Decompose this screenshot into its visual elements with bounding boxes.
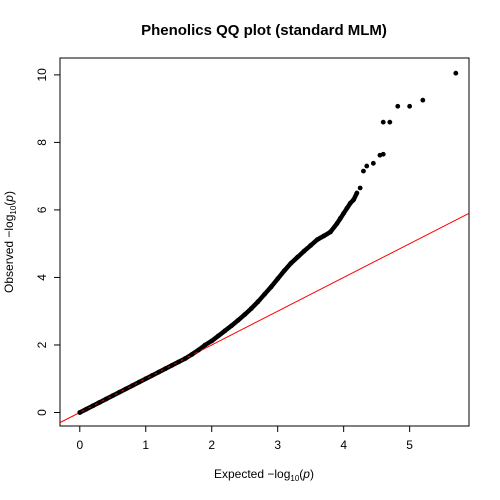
y-tick-label: 6 (35, 206, 49, 213)
data-point (321, 233, 327, 239)
x-axis-label: Expected −log10(p) (214, 467, 314, 483)
data-point (209, 338, 215, 344)
x-tick-label: 1 (142, 438, 149, 452)
y-axis-label-open-paren: ( (2, 202, 16, 206)
data-point (281, 268, 287, 274)
data-point (301, 248, 307, 254)
data-point (262, 291, 267, 297)
plot-frame (59, 57, 470, 427)
data-point (149, 372, 155, 378)
data-point (222, 328, 228, 334)
y-tick-label: 2 (35, 341, 49, 348)
data-point (248, 306, 254, 311)
data-point (395, 103, 401, 109)
data-point (380, 151, 386, 157)
plot-area: 0 1 2 3 4 5 0 2 4 6 8 10 (35, 57, 470, 452)
data-point (97, 399, 102, 405)
data-point (370, 160, 376, 166)
x-axis-label-text: Expected −log (214, 467, 290, 481)
x-tick-label: 4 (340, 438, 347, 452)
data-point (334, 221, 340, 226)
y-axis-label: Observed −log10(p) (2, 191, 18, 293)
data-point (361, 168, 366, 174)
data-point (123, 386, 129, 392)
data-point (314, 237, 320, 243)
data-point (103, 396, 109, 402)
data-point (341, 210, 347, 216)
data-point (337, 215, 343, 221)
y-tick-label: 0 (35, 409, 49, 416)
data-point (182, 356, 188, 361)
data-point (83, 406, 89, 412)
data-point (354, 190, 360, 196)
data-point (215, 333, 221, 339)
data-point (275, 276, 281, 282)
x-axis-label-subscript: 10 (290, 474, 299, 483)
data-point (163, 366, 168, 372)
data-point (202, 342, 208, 348)
data-point (196, 347, 201, 353)
data-point (328, 229, 333, 235)
x-tick-label: 3 (274, 438, 281, 452)
data-point (387, 119, 393, 125)
x-axis-label-variable: p (302, 467, 310, 481)
y-tick-label: 10 (35, 68, 49, 82)
data-point (255, 299, 261, 305)
y-axis-label-variable: p (2, 195, 16, 203)
data-point (347, 200, 353, 206)
data-point (295, 254, 300, 260)
data-point (235, 317, 241, 323)
x-tick-label: 5 (406, 438, 413, 452)
data-point (116, 389, 122, 395)
data-point (77, 410, 83, 415)
x-axis-label-close-paren: ) (310, 467, 314, 481)
data-point (110, 393, 116, 399)
x-tick-label: 2 (208, 438, 215, 452)
data-point (143, 376, 149, 382)
x-tick-label: 0 (76, 438, 83, 452)
data-point (176, 359, 182, 365)
y-tick-label: 8 (35, 139, 49, 146)
x-axis-label-open-paren: ( (299, 467, 303, 481)
data-point (242, 312, 248, 317)
y-tick-label: 4 (35, 274, 49, 281)
data-point (229, 323, 234, 329)
data-point (169, 362, 175, 368)
data-point (288, 260, 294, 266)
data-point (130, 383, 135, 388)
data-point (156, 369, 162, 375)
y-axis-label-subscript: 10 (9, 205, 18, 214)
data-point (90, 403, 96, 409)
chart-title: Phenolics QQ plot (standard MLM) (141, 22, 387, 39)
data-point (268, 284, 274, 290)
data-point (189, 352, 195, 357)
data-point (364, 163, 370, 169)
data-point (357, 185, 363, 191)
data-point (136, 379, 142, 385)
data-point (308, 242, 314, 248)
data-point (344, 205, 350, 211)
y-axis-label-close-paren: ) (2, 191, 16, 195)
data-point (420, 97, 426, 103)
y-axis-label-text: Observed −log (2, 215, 16, 293)
data-point (380, 119, 386, 125)
data-point (351, 197, 356, 203)
observed-curve (77, 190, 360, 415)
data-point (407, 103, 413, 109)
data-point (453, 70, 459, 76)
